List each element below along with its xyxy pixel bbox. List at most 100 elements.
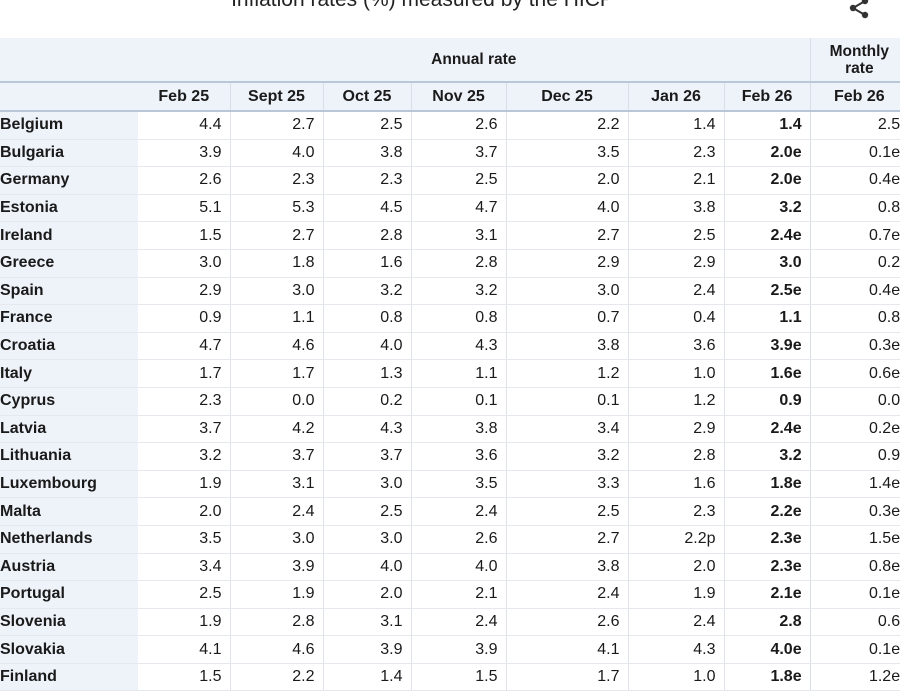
table-row: Estonia 5.1 5.3 4.5 4.7 4.0 3.8 3.2 0.8 bbox=[0, 194, 900, 223]
rate-cell: 2.5e bbox=[723, 277, 811, 306]
rate-cell: 2.0e bbox=[723, 139, 811, 168]
rate-cell: 1.8e bbox=[723, 663, 811, 691]
rate-cell: 5.3 bbox=[229, 194, 323, 223]
rate-cell: 2.7 bbox=[229, 111, 323, 140]
rate-cell: 3.6 bbox=[410, 442, 506, 471]
page-title: Inflation rates (%) measured by the HICP bbox=[0, 0, 845, 12]
rate-cell: 1.5 bbox=[138, 221, 230, 250]
country-name: Austria bbox=[0, 553, 138, 582]
rate-cell: 0.8 bbox=[809, 304, 900, 333]
rate-cell: 0.0 bbox=[229, 387, 323, 416]
column-header: Feb 26 bbox=[809, 81, 900, 112]
rate-cell: 3.7 bbox=[322, 442, 411, 471]
rate-cell: 3.2 bbox=[138, 442, 230, 471]
rate-cell: 4.7 bbox=[138, 332, 230, 361]
rate-cell: 2.2e bbox=[723, 497, 811, 526]
country-name: Estonia bbox=[0, 194, 138, 223]
rate-cell: 4.7 bbox=[410, 194, 506, 223]
table-row: Malta 2.0 2.4 2.5 2.4 2.5 2.3 2.2e 0.3e bbox=[0, 497, 900, 526]
rate-cell: 3.0 bbox=[138, 249, 230, 278]
monthly-rate-header: Monthly rate bbox=[809, 38, 900, 82]
rate-cell: 2.0 bbox=[627, 553, 724, 582]
rate-cell: 0.1e bbox=[809, 635, 900, 664]
country-name: Ireland bbox=[0, 221, 138, 250]
header-period-row: Feb 25 Sept 25 Oct 25 Nov 25 Dec 25 Jan 26 Feb… bbox=[0, 81, 900, 112]
rate-cell: 1.6 bbox=[322, 249, 411, 278]
table-row: Austria 3.4 3.9 4.0 4.0 3.8 2.0 2.3e 0.8e bbox=[0, 553, 900, 582]
rate-cell: 1.1 bbox=[410, 359, 506, 388]
column-header: Feb 26 bbox=[723, 81, 811, 112]
table-row: Bulgaria 3.9 4.0 3.8 3.7 3.5 2.3 2.0e 0.1e bbox=[0, 139, 900, 168]
rate-cell: 3.5 bbox=[410, 470, 506, 499]
rate-cell: 2.4e bbox=[723, 415, 811, 444]
rate-cell: 4.0 bbox=[229, 139, 323, 168]
rate-cell: 3.7 bbox=[229, 442, 323, 471]
rate-cell: 0.8 bbox=[322, 304, 411, 333]
rate-cell: 2.4e bbox=[723, 221, 811, 250]
rate-cell: 3.0 bbox=[229, 277, 323, 306]
rate-cell: 1.2 bbox=[627, 387, 724, 416]
rate-cell: 2.8 bbox=[410, 249, 506, 278]
rate-cell: 0.8 bbox=[410, 304, 506, 333]
rate-cell: 1.4 bbox=[627, 111, 724, 140]
country-name: Slovakia bbox=[0, 635, 138, 664]
rate-cell: 3.5 bbox=[138, 525, 230, 554]
rate-cell: 2.5 bbox=[322, 497, 411, 526]
rate-cell: 3.9e bbox=[723, 332, 811, 361]
table-row: Latvia 3.7 4.2 4.3 3.8 3.4 2.9 2.4e 0.2e bbox=[0, 415, 900, 444]
rate-cell: 2.0 bbox=[505, 166, 628, 195]
rate-cell: 3.3 bbox=[505, 470, 628, 499]
rate-cell: 1.1 bbox=[229, 304, 323, 333]
country-name: Lithuania bbox=[0, 442, 138, 471]
rate-cell: 1.7 bbox=[138, 359, 230, 388]
rate-cell: 2.9 bbox=[627, 249, 724, 278]
rate-cell: 5.1 bbox=[138, 194, 230, 223]
rate-cell: 1.0 bbox=[627, 359, 724, 388]
country-name: Luxembourg bbox=[0, 470, 138, 499]
rate-cell: 0.2 bbox=[809, 249, 900, 278]
table-row: Cyprus 2.3 0.0 0.2 0.1 0.1 1.2 0.9 0.0 bbox=[0, 387, 900, 416]
table-row: Slovenia 1.9 2.8 3.1 2.4 2.6 2.4 2.8 0.6 bbox=[0, 608, 900, 637]
table-row: Netherlands 3.5 3.0 3.0 2.6 2.7 2.2p 2.3e 1.5e bbox=[0, 525, 900, 554]
rate-cell: 0.1e bbox=[809, 580, 900, 609]
rate-cell: 2.8 bbox=[627, 442, 724, 471]
rate-cell: 0.9 bbox=[138, 304, 230, 333]
rate-cell: 3.1 bbox=[229, 470, 323, 499]
rate-cell: 0.1e bbox=[809, 139, 900, 168]
rate-cell: 0.2e bbox=[809, 415, 900, 444]
country-name: Latvia bbox=[0, 415, 138, 444]
rate-cell: 0.9 bbox=[723, 387, 811, 416]
table-row: Greece 3.0 1.8 1.6 2.8 2.9 2.9 3.0 0.2 bbox=[0, 249, 900, 278]
rate-cell: 3.5 bbox=[505, 139, 628, 168]
rate-cell: 2.7 bbox=[505, 525, 628, 554]
rate-cell: 0.3e bbox=[809, 332, 900, 361]
rate-cell: 1.4 bbox=[723, 111, 811, 140]
rate-cell: 0.2 bbox=[322, 387, 411, 416]
country-name: Spain bbox=[0, 277, 138, 306]
rate-cell: 3.4 bbox=[138, 553, 230, 582]
rate-cell: 3.8 bbox=[410, 415, 506, 444]
rate-cell: 2.5 bbox=[322, 111, 411, 140]
table-row: Italy 1.7 1.7 1.3 1.1 1.2 1.0 1.6e 0.6e bbox=[0, 359, 900, 388]
rate-cell: 2.5 bbox=[138, 580, 230, 609]
table-row: Ireland 1.5 2.7 2.8 3.1 2.7 2.5 2.4e 0.7e bbox=[0, 221, 900, 250]
rate-cell: 1.8 bbox=[229, 249, 323, 278]
rate-cell: 2.0e bbox=[723, 166, 811, 195]
share-icon[interactable] bbox=[847, 0, 871, 20]
rate-cell: 2.9 bbox=[505, 249, 628, 278]
rate-cell: 0.3e bbox=[809, 497, 900, 526]
rate-cell: 1.3 bbox=[322, 359, 411, 388]
rate-cell: 2.9 bbox=[138, 277, 230, 306]
rate-cell: 0.8e bbox=[809, 553, 900, 582]
rate-cell: 4.0 bbox=[322, 332, 411, 361]
rate-cell: 1.7 bbox=[505, 663, 628, 691]
rate-cell: 4.1 bbox=[505, 635, 628, 664]
rate-cell: 1.2 bbox=[505, 359, 628, 388]
rate-cell: 2.6 bbox=[138, 166, 230, 195]
rate-cell: 2.3e bbox=[723, 525, 811, 554]
rate-cell: 4.6 bbox=[229, 635, 323, 664]
rate-cell: 0.8 bbox=[809, 194, 900, 223]
rate-cell: 4.0 bbox=[322, 553, 411, 582]
header-blank bbox=[0, 38, 138, 82]
rate-cell: 3.4 bbox=[505, 415, 628, 444]
